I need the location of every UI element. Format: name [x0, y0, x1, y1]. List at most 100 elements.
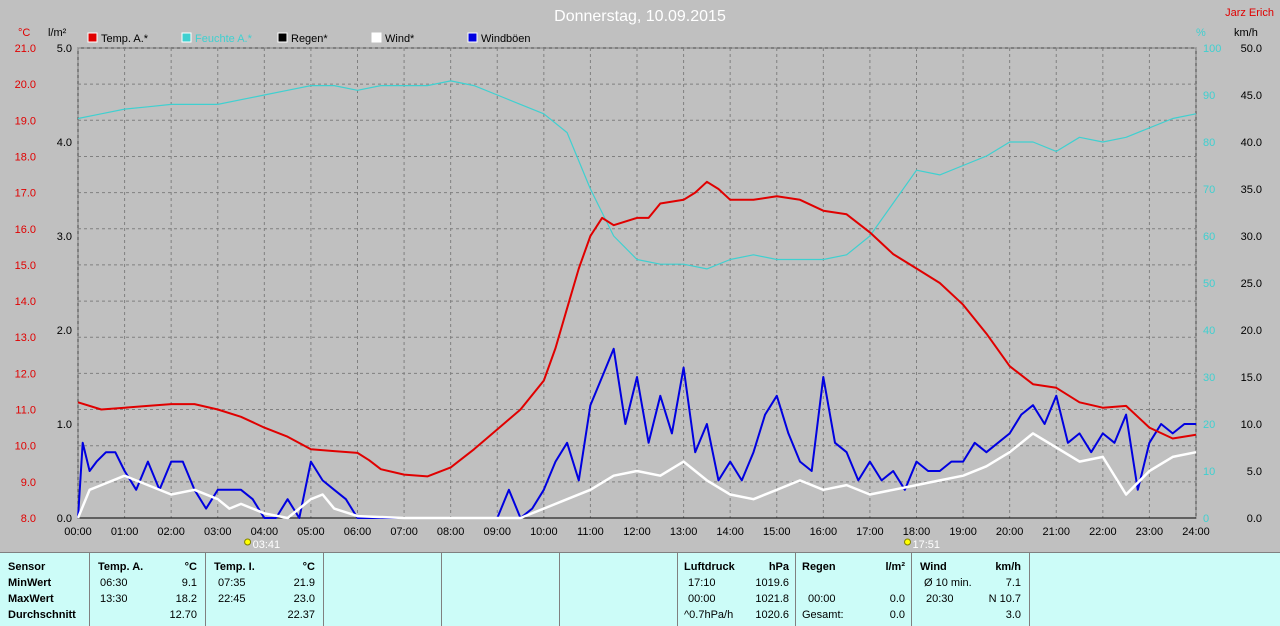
legend-label: Temp. A.* [101, 33, 149, 45]
humidity-tick-label: 60 [1203, 231, 1215, 243]
empty-column-3 [560, 553, 678, 626]
rain-column: Regen l/m² 00:00 0.0 Gesamt: 0.0 [796, 553, 912, 626]
rain-tick-label: 4.0 [57, 137, 72, 149]
chart-title: Donnerstag, 10.09.2015 [554, 8, 726, 25]
temp-i-avg: 22.37 [287, 609, 315, 621]
sensor-column: Sensor MinWert MaxWert Durchschnitt [0, 553, 90, 626]
pressure-max: 1021.8 [755, 593, 789, 605]
humidity-tick-label: 0 [1203, 513, 1209, 525]
pressure-unit: hPa [768, 561, 789, 573]
temp-a-min-time: 06:30 [100, 577, 128, 589]
x-tick-label: 16:00 [810, 526, 838, 538]
wind-column: Wind km/h Ø 10 min. 7.1 20:30 N 10.7 3.0 [912, 553, 1030, 626]
empty-column-1 [324, 553, 442, 626]
temp-tick-label: 16.0 [15, 224, 36, 236]
humidity-tick-label: 70 [1203, 184, 1215, 196]
pressure-min: 1019.6 [755, 577, 789, 589]
temp-i-max: 23.0 [293, 593, 315, 605]
temp-a-header: Temp. A. [98, 561, 144, 573]
pressure-column: Luftdruck hPa 17:10 1019.6 00:00 1021.8 … [678, 553, 796, 626]
statistics-panel: Sensor MinWert MaxWert Durchschnitt Temp… [0, 552, 1280, 626]
series-line-windb-en [77, 347, 1196, 519]
wind-tick-label: 50.0 [1241, 43, 1262, 55]
x-tick-label: 01:00 [111, 526, 139, 538]
humidity-tick-label: 20 [1203, 419, 1215, 431]
rain-tick-label: 0.0 [57, 513, 72, 525]
temp-tick-label: 9.0 [21, 477, 36, 489]
x-tick-label: 12:00 [623, 526, 651, 538]
x-tick-label: 08:00 [437, 526, 465, 538]
wind-tick-label: 30.0 [1241, 231, 1262, 243]
x-tick-label: 22:00 [1089, 526, 1117, 538]
weather-chart: 21.0 20.0 19.0 18.0 17.0 16.0 15.0 14.0 13.0 12.0… [15, 7, 1274, 551]
temp-tick-label: 20.0 [15, 79, 36, 91]
temp-i-min-time: 07:35 [218, 577, 246, 589]
wind-tick-label: 5.0 [1247, 466, 1262, 478]
durchschnitt-label: Durchschnitt [8, 609, 76, 621]
wind-tick-label: 15.0 [1241, 372, 1262, 384]
x-tick-label: 11:00 [577, 526, 604, 538]
x-tick-label: 04:00 [251, 526, 279, 538]
wind-max: N 10.7 [988, 593, 1021, 605]
rain-unit-label: l/m² [48, 27, 67, 39]
temp-a-max-time: 13:30 [100, 593, 128, 605]
sunset-label: 17:51 [913, 539, 941, 551]
temp-tick-label: 10.0 [15, 441, 36, 453]
wind-tick-label: 25.0 [1241, 278, 1262, 290]
humidity-tick-label: 80 [1203, 137, 1215, 149]
temp-tick-label: 19.0 [15, 115, 36, 127]
temp-i-header: Temp. I. [214, 561, 255, 573]
rain-header: Regen [802, 561, 836, 573]
x-tick-label: 09:00 [483, 526, 511, 538]
wind-avg: 7.1 [1005, 577, 1021, 589]
series-line-feuchte-a [77, 80, 1197, 270]
rain-max-time: 00:00 [808, 593, 836, 605]
temp-a-avg: 12.70 [169, 609, 197, 621]
rain-total: 0.0 [889, 609, 905, 621]
wind-tick-label: 40.0 [1241, 137, 1262, 149]
temp-tick-label: 17.0 [15, 188, 36, 200]
temp-tick-label: 21.0 [15, 43, 36, 55]
wind-header: Wind [920, 561, 947, 573]
legend-label: Regen* [291, 33, 328, 45]
temp-tick-label: 15.0 [15, 260, 36, 272]
wind-tick-label: 0.0 [1247, 513, 1262, 525]
pressure-min-time: 17:10 [688, 577, 716, 589]
temp-tick-label: 12.0 [15, 368, 36, 380]
legend-label: Wind* [385, 33, 415, 45]
legend-swatch [467, 32, 478, 43]
temp-a-max: 18.2 [175, 593, 197, 605]
humidity-tick-label: 50 [1203, 278, 1215, 290]
rain-max: 0.0 [889, 593, 905, 605]
temp-a-column: Temp. A. °C 06:30 9.1 13:30 18.2 12.70 [90, 553, 206, 626]
humidity-tick-label: 90 [1203, 90, 1215, 102]
x-tick-label: 21:00 [1042, 526, 1070, 538]
x-tick-label: 20:00 [996, 526, 1024, 538]
temp-tick-label: 18.0 [15, 151, 36, 163]
wind-unit: km/h [995, 561, 1021, 573]
x-tick-label: 15:00 [763, 526, 791, 538]
x-tick-label: 19:00 [949, 526, 977, 538]
pressure-avg: 1020.6 [755, 609, 789, 621]
sunrise-label: 03:41 [253, 539, 281, 551]
x-tick-label: 03:00 [204, 526, 232, 538]
temp-a-unit: °C [184, 561, 197, 573]
temp-i-min: 21.9 [293, 577, 315, 589]
series-line-temp-a [77, 180, 1197, 478]
x-tick-label: 07:00 [390, 526, 418, 538]
x-tick-label: 10:00 [530, 526, 558, 538]
legend-swatch [371, 32, 382, 43]
legend-label: Windböen [481, 33, 531, 45]
author-label: Jarz Erich [1225, 7, 1274, 19]
sunrise-icon [244, 538, 252, 546]
x-tick-label: 24:00 [1182, 526, 1210, 538]
minwert-label: MinWert [8, 577, 52, 589]
series-line-wind [76, 432, 1197, 520]
x-tick-label: 00:00 [64, 526, 92, 538]
humidity-tick-label: 30 [1203, 372, 1215, 384]
x-tick-label: 05:00 [297, 526, 325, 538]
temp-a-min: 9.1 [181, 577, 197, 589]
temp-tick-label: 11.0 [15, 405, 36, 417]
rain-tick-label: 1.0 [57, 419, 72, 431]
wind-max-time: 20:30 [926, 593, 954, 605]
